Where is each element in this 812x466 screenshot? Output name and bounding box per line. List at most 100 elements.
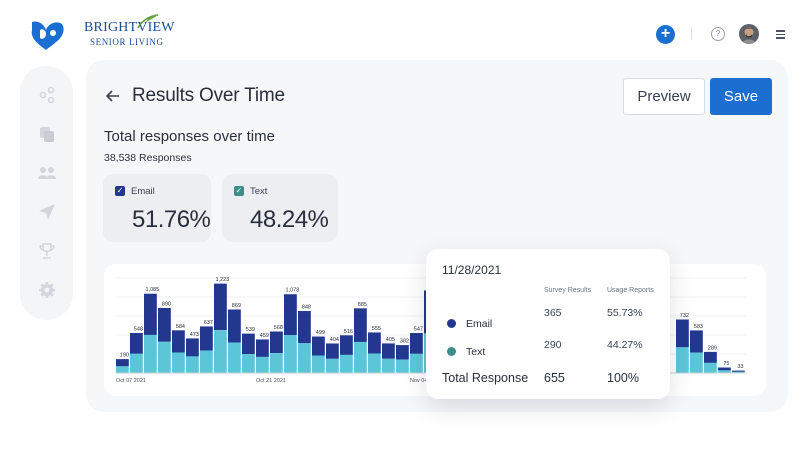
tooltip-email-usage: 55.73% (607, 307, 643, 319)
bar-text (256, 356, 269, 373)
email-stat-card[interactable]: ✓ Email 51.76% (103, 174, 211, 242)
preview-button[interactable]: Preview (623, 78, 705, 115)
text-dot-icon (447, 347, 456, 356)
email-checkbox-icon[interactable]: ✓ (115, 186, 125, 196)
hamburger-icon[interactable] (776, 30, 785, 41)
brand-tagline: SENIOR LIVING (90, 37, 164, 47)
bar-email (130, 332, 143, 354)
bar-email (326, 343, 339, 359)
bar-value-label: 732 (680, 313, 689, 319)
text-stat-card[interactable]: ✓ Text 48.24% (222, 174, 338, 242)
tooltip-date: 11/28/2021 (442, 263, 502, 277)
bar-email (312, 336, 325, 356)
x-tick-label: Oct 07 2021 (116, 378, 146, 384)
bar-email (690, 330, 703, 353)
app-logo-icon[interactable] (28, 18, 66, 52)
bar-email (200, 326, 213, 351)
text-label: Text (250, 186, 268, 197)
save-button[interactable]: Save (710, 78, 772, 115)
bar-text (690, 352, 703, 373)
bar-text (298, 343, 311, 373)
bar-text (410, 353, 423, 373)
text-checkbox-icon[interactable]: ✓ (234, 186, 244, 196)
bar-value-label: 885 (358, 302, 367, 308)
bar-value-label: 539 (246, 327, 255, 333)
chart-tooltip: 11/28/2021 Survey Results Usage Reports … (426, 249, 670, 399)
send-icon[interactable] (36, 201, 58, 223)
text-percent: 48.24% (250, 206, 329, 233)
avatar[interactable] (739, 24, 759, 44)
tooltip-email-survey: 365 (544, 307, 562, 319)
bar-value-label: 890 (162, 301, 171, 307)
bar-email (354, 308, 367, 342)
bar-value-label: 289 (708, 345, 717, 351)
bar-value-label: 499 (316, 330, 325, 336)
bar-text (200, 350, 213, 373)
bar-value-label: 75 (723, 361, 729, 367)
divider (691, 28, 692, 40)
tooltip-total-label: Total Response (442, 371, 529, 385)
gear-icon[interactable] (36, 279, 58, 301)
bar-email (732, 370, 745, 372)
bar-value-label: 568 (274, 325, 283, 331)
bar-value-label: 848 (302, 305, 311, 311)
bar-email (116, 359, 129, 367)
users-icon[interactable] (36, 162, 58, 184)
bar-value-label: 1,085 (146, 287, 160, 293)
bar-email (270, 331, 283, 354)
bar-email (172, 330, 185, 353)
bar-value-label: 637 (204, 320, 213, 326)
bar-value-label: 869 (232, 303, 241, 309)
email-label: Email (131, 186, 155, 197)
bar-value-label: 584 (176, 324, 185, 330)
bar-text (228, 342, 241, 373)
bar-text (186, 356, 199, 373)
sidebar (20, 66, 73, 320)
email-percent: 51.76% (132, 206, 211, 233)
add-button[interactable]: + (656, 25, 675, 44)
tooltip-col-survey: Survey Results (544, 287, 592, 294)
workflow-icon[interactable] (36, 84, 58, 106)
bar-email (410, 333, 423, 354)
x-tick-label: Oct 21 2021 (256, 378, 286, 384)
tooltip-total-usage: 100% (607, 371, 639, 385)
tooltip-text-survey: 290 (544, 339, 562, 351)
bar-email (368, 332, 381, 354)
bar-text (144, 334, 157, 373)
tooltip-text-usage: 44.27% (607, 339, 643, 351)
bar-value-label: 404 (330, 337, 339, 343)
bar-email (676, 319, 689, 348)
bar-text (354, 341, 367, 373)
tooltip-email-label: Email (466, 318, 493, 330)
bar-text (382, 358, 395, 373)
bar-value-label: 516 (344, 329, 353, 335)
bar-email (158, 307, 171, 342)
bar-value-label: 405 (386, 337, 395, 343)
help-icon[interactable]: ? (711, 27, 725, 41)
bar-text (270, 353, 283, 373)
bar-value-label: 190 (120, 353, 129, 359)
brand-name: BRIGHTVIEW (84, 20, 175, 35)
bar-text (214, 330, 227, 373)
x-tick-label: Nov 04 2021 (410, 378, 441, 384)
bar-email (144, 293, 157, 335)
brand-logo: BRIGHTVIEW SENIOR LIVING (84, 14, 175, 47)
bar-text (116, 366, 129, 373)
bar-value-label: 547 (414, 327, 423, 333)
email-dot-icon (447, 319, 456, 328)
bar-email (704, 351, 717, 363)
bar-email (396, 345, 409, 360)
section-title: Total responses over time (104, 128, 275, 145)
back-arrow-icon[interactable] (104, 87, 122, 105)
documents-icon[interactable] (36, 123, 58, 145)
bar-text (704, 362, 717, 373)
bar-text (326, 358, 339, 373)
bar-value-label: 33 (737, 364, 743, 370)
bar-email (718, 367, 731, 371)
bar-email (340, 335, 353, 355)
responses-count: 38,538 Responses (104, 152, 192, 164)
bar-text (284, 335, 297, 373)
bar-email (214, 283, 227, 331)
trophy-icon[interactable] (36, 240, 58, 262)
bar-value-label: 459 (260, 333, 269, 339)
